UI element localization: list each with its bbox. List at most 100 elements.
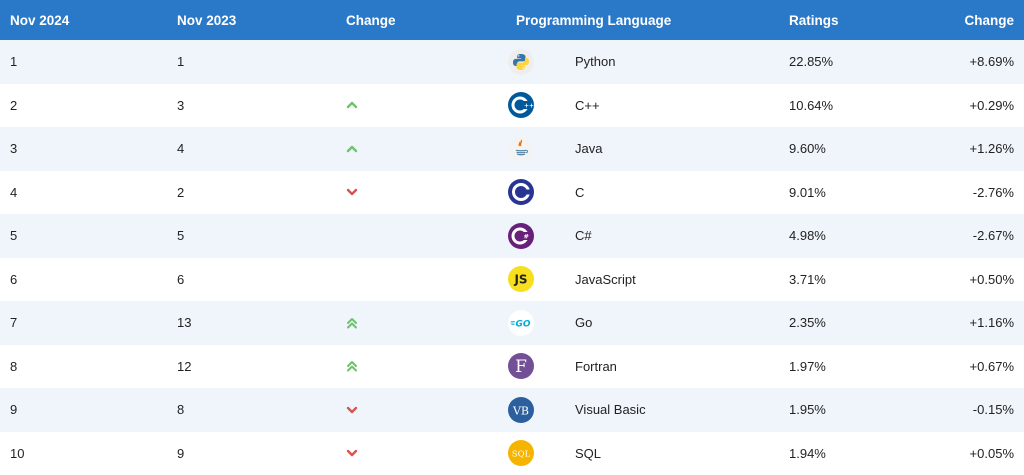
sql-logo-icon: SQL [508, 440, 534, 467]
rank-prev-cell: 13 [177, 315, 192, 331]
language-logo-cell: SQL [508, 432, 575, 475]
rank-now-cell: 9 [10, 402, 18, 418]
rating-cell: 1.97% [789, 358, 826, 374]
language-logo-cell [508, 40, 575, 84]
rating-change-cell: +0.29% [969, 97, 1014, 113]
rating-cell: 9.60% [789, 141, 826, 157]
c-logo-icon [508, 179, 534, 206]
rank-prev-cell: 4 [177, 141, 185, 157]
rating-cell: 22.85% [789, 54, 834, 70]
rating-cell: 9.01% [789, 184, 826, 200]
rank-now-cell: 6 [10, 271, 18, 287]
trend-up-double-icon [346, 360, 508, 372]
language-name-cell[interactable]: C# [575, 228, 592, 244]
table-row: 10 9 SQL SQL 1.94% +0.05% [0, 431, 1024, 475]
language-name-cell[interactable]: Visual Basic [575, 402, 646, 418]
trend-cell [338, 388, 508, 432]
svg-text:++: ++ [524, 103, 534, 110]
java-logo-icon [508, 135, 534, 162]
trend-up-icon [346, 143, 508, 155]
language-name-cell[interactable]: C [575, 184, 585, 200]
language-logo-cell: F [508, 345, 575, 389]
csharp-logo-icon: # [508, 222, 534, 249]
rank-prev-cell: 9 [177, 445, 185, 461]
rating-cell: 3.71% [789, 271, 826, 287]
header-change-percent[interactable]: Change [964, 12, 1014, 28]
table-header-row: Nov 2024 Nov 2023 Change Programming Lan… [0, 0, 1024, 40]
header-nov-2023[interactable]: Nov 2023 [177, 12, 237, 28]
trend-down-icon [346, 447, 508, 459]
trend-cell [338, 214, 508, 258]
language-logo-cell: VB [508, 388, 575, 432]
trend-cell [338, 171, 508, 215]
rank-now-cell: 1 [10, 54, 18, 70]
rank-prev-cell: 5 [177, 228, 185, 244]
table-row: 8 12 F Fortran 1.97% +0.67% [0, 344, 1024, 389]
language-logo-cell: ++ [508, 84, 575, 128]
rating-change-cell: +0.05% [969, 445, 1014, 461]
table-row: 5 5 # C# 4.98% -2.67% [0, 214, 1024, 258]
table-row: 6 6 JS JavaScript 3.71% +0.50% [0, 257, 1024, 302]
header-programming-language[interactable]: Programming Language [516, 12, 672, 28]
svg-text:SQL: SQL [512, 450, 531, 460]
header-change[interactable]: Change [346, 12, 396, 28]
rating-change-cell: +0.67% [969, 358, 1014, 374]
language-name-cell[interactable]: SQL [575, 445, 602, 461]
rating-change-cell: -2.67% [972, 228, 1014, 244]
rank-prev-cell: 8 [177, 402, 185, 418]
language-logo-cell: # [508, 214, 575, 258]
rank-now-cell: 8 [10, 358, 18, 374]
trend-cell [338, 258, 508, 302]
table-body: 1 1 Python 22.85% +8.69% 2 3 ++ C++ 10.64% +0.29% 3… [0, 40, 1024, 475]
cpp-logo-icon: ++ [508, 92, 534, 119]
table-row: 1 1 Python 22.85% +8.69% [0, 40, 1024, 84]
rating-change-cell: +1.16% [969, 315, 1014, 331]
rank-prev-cell: 12 [177, 358, 192, 374]
visual-basic-logo-icon: VB [508, 396, 534, 423]
rating-cell: 1.95% [789, 402, 826, 418]
language-logo-cell: GO [508, 301, 575, 345]
language-name-cell[interactable]: Fortran [575, 358, 617, 374]
trend-cell [338, 40, 508, 84]
language-name-cell[interactable]: C++ [575, 97, 600, 113]
rating-change-cell: -2.76% [972, 184, 1014, 200]
trend-cell [338, 127, 508, 171]
rating-change-cell: -0.15% [972, 402, 1014, 418]
table-row: 2 3 ++ C++ 10.64% +0.29% [0, 83, 1024, 128]
rating-cell: 2.35% [789, 315, 826, 331]
language-logo-cell: JS [508, 258, 575, 302]
header-ratings[interactable]: Ratings [789, 12, 839, 28]
rating-change-cell: +8.69% [969, 54, 1014, 70]
table-row: 7 13 GO Go 2.35% +1.16% [0, 301, 1024, 345]
trend-down-icon [346, 186, 508, 198]
python-logo-icon [508, 48, 534, 75]
rank-now-cell: 10 [10, 445, 25, 461]
rank-now-cell: 4 [10, 184, 18, 200]
rating-cell: 4.98% [789, 228, 826, 244]
rank-prev-cell: 1 [177, 54, 185, 70]
fortran-logo-icon: F [508, 353, 534, 380]
header-nov-2024[interactable]: Nov 2024 [10, 12, 70, 28]
language-name-cell[interactable]: Java [575, 141, 603, 157]
rank-now-cell: 5 [10, 228, 18, 244]
go-logo-icon: GO [508, 309, 534, 336]
rating-change-cell: +0.50% [969, 271, 1014, 287]
table-row: 9 8 VB Visual Basic 1.95% -0.15% [0, 388, 1024, 432]
rank-now-cell: 7 [10, 315, 18, 331]
table-row: 3 4 Java 9.60% +1.26% [0, 127, 1024, 171]
language-name-cell[interactable]: JavaScript [575, 271, 636, 287]
trend-cell [338, 432, 508, 475]
svg-text:GO: GO [515, 319, 530, 329]
trend-up-icon [346, 99, 508, 111]
language-logo-cell [508, 171, 575, 215]
svg-text:VB: VB [512, 404, 529, 417]
language-name-cell[interactable]: Python [575, 54, 616, 70]
trend-cell [338, 84, 508, 128]
rank-prev-cell: 2 [177, 184, 185, 200]
trend-cell [338, 301, 508, 345]
svg-text:JS: JS [513, 273, 527, 287]
table-row: 4 2 C 9.01% -2.76% [0, 170, 1024, 215]
rating-cell: 1.94% [789, 445, 826, 461]
language-name-cell[interactable]: Go [575, 315, 593, 331]
